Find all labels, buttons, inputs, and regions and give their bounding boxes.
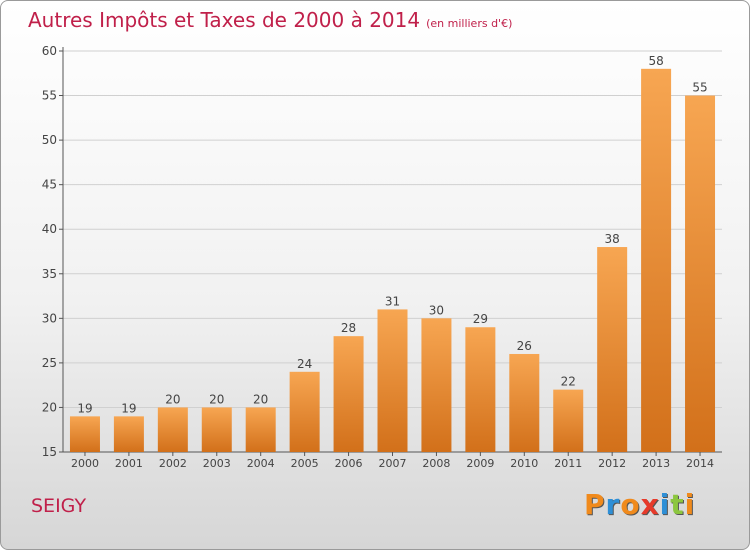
x-tick-label: 2012 (598, 457, 626, 470)
bar-value-label: 24 (297, 357, 312, 371)
proxiti-logo: Proxiti (584, 488, 695, 521)
bar-value-label: 29 (473, 312, 488, 326)
x-tick-label: 2010 (510, 457, 538, 470)
bar (333, 336, 364, 452)
y-tick-label: 55 (42, 89, 57, 103)
bar-value-label: 19 (77, 401, 92, 415)
y-tick-label: 60 (42, 44, 57, 58)
bar (201, 407, 232, 452)
bar (685, 95, 716, 453)
logo-letter: r (605, 488, 621, 521)
bar-value-label: 58 (648, 54, 663, 68)
y-tick-label: 35 (42, 267, 57, 281)
chart-title-text: Autres Impôts et Taxes de 2000 à 2014 (28, 8, 421, 32)
x-tick-label: 2008 (422, 457, 450, 470)
bar (245, 407, 276, 452)
bar-value-label: 20 (253, 392, 268, 406)
x-tick-label: 2005 (291, 457, 319, 470)
bar (289, 371, 320, 452)
x-tick-label: 2000 (71, 457, 99, 470)
logo-letter: i (684, 488, 696, 521)
bar (421, 318, 452, 452)
x-tick-label: 2002 (159, 457, 187, 470)
logo-letter: o (620, 488, 641, 521)
x-tick-label: 2009 (466, 457, 494, 470)
chart-title: Autres Impôts et Taxes de 2000 à 2014 (en… (28, 8, 512, 32)
y-tick-label: 25 (42, 356, 57, 370)
bar (377, 309, 408, 452)
y-tick-label: 30 (42, 311, 57, 325)
x-tick-label: 2001 (115, 457, 143, 470)
logo-letter: x (640, 488, 660, 521)
x-tick-label: 2011 (554, 457, 582, 470)
bar (157, 407, 188, 452)
x-tick-label: 2004 (247, 457, 275, 470)
x-tick-label: 2007 (379, 457, 407, 470)
bar-value-label: 22 (561, 375, 576, 389)
bar (509, 353, 540, 452)
y-tick-label: 20 (42, 400, 57, 414)
bar (597, 247, 628, 452)
bar (641, 68, 672, 453)
x-tick-label: 2014 (686, 457, 714, 470)
x-tick-label: 2003 (203, 457, 231, 470)
bar-value-label: 28 (341, 321, 356, 335)
bar-value-label: 55 (692, 81, 707, 95)
bar-value-label: 31 (385, 294, 400, 308)
bar (113, 416, 144, 452)
x-tick-label: 2013 (642, 457, 670, 470)
y-tick-label: 50 (42, 133, 57, 147)
bar-value-label: 38 (605, 232, 620, 246)
bar-value-label: 20 (209, 392, 224, 406)
bar-value-label: 20 (165, 392, 180, 406)
bar-value-label: 19 (121, 401, 136, 415)
logo-letter: t (670, 488, 685, 521)
bar (69, 416, 100, 452)
bar-value-label: 30 (429, 303, 444, 317)
bar (553, 389, 584, 452)
logo-letter: i (659, 488, 671, 521)
x-tick-label: 2006 (335, 457, 363, 470)
y-tick-label: 40 (42, 222, 57, 236)
y-tick-label: 15 (42, 445, 57, 459)
bar (465, 327, 496, 452)
chart-subtitle: (en milliers d'€) (426, 17, 513, 30)
y-tick-label: 45 (42, 178, 57, 192)
bar-value-label: 26 (517, 339, 532, 353)
commune-name: SEIGY (31, 495, 87, 517)
logo-letter: P (584, 488, 606, 521)
